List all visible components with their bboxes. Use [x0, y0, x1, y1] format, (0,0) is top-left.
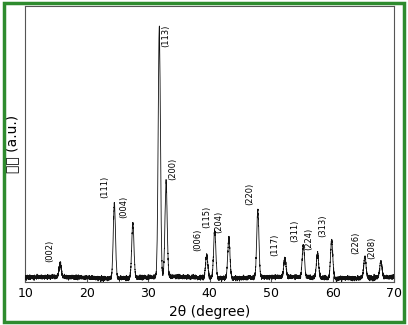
- Text: (117): (117): [270, 234, 279, 256]
- Text: (204): (204): [215, 211, 224, 233]
- Text: (111): (111): [101, 175, 110, 198]
- Text: (313): (313): [319, 215, 328, 237]
- Y-axis label: 强度 (a.u.): 强度 (a.u.): [6, 115, 20, 173]
- Text: (200): (200): [169, 157, 177, 180]
- Text: (006): (006): [193, 229, 202, 251]
- Text: (220): (220): [245, 183, 254, 205]
- Text: (002): (002): [45, 239, 54, 262]
- Text: (113): (113): [161, 24, 170, 46]
- Text: (226): (226): [351, 231, 360, 254]
- Text: (311): (311): [290, 220, 299, 242]
- Text: (224): (224): [304, 228, 313, 250]
- Text: (208): (208): [367, 237, 376, 259]
- Text: (115): (115): [202, 206, 211, 228]
- X-axis label: 2θ (degree): 2θ (degree): [169, 306, 251, 319]
- Text: (004): (004): [119, 196, 128, 218]
